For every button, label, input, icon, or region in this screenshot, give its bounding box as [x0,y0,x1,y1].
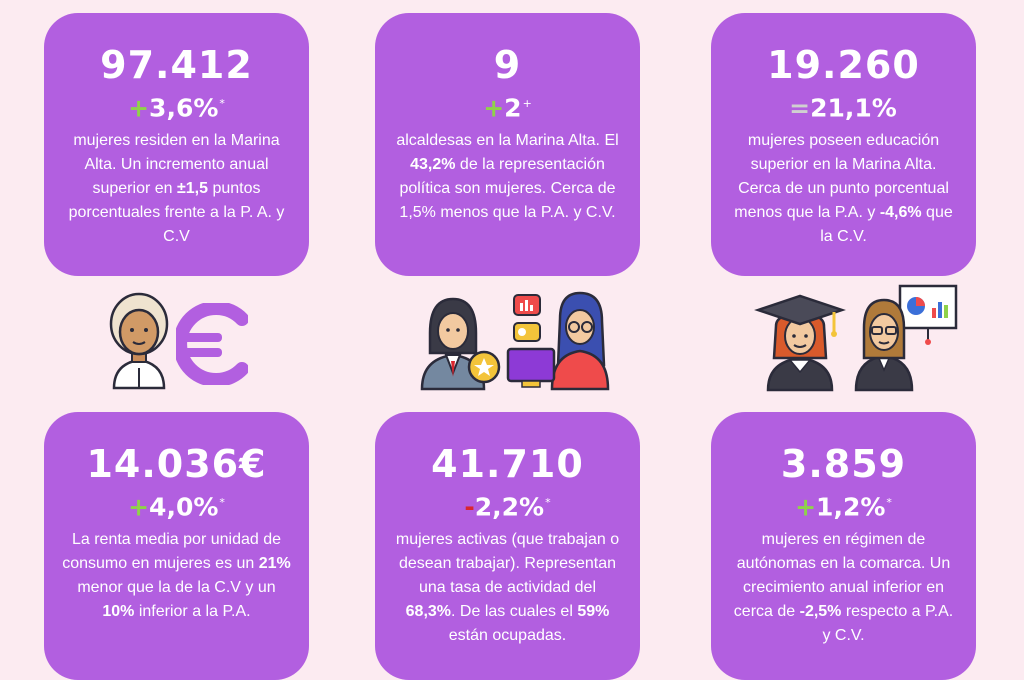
description-text: . De las cuales el [451,603,578,621]
change-sign: + [128,93,150,123]
euro-icon [176,303,248,385]
stat-value: 14.036€ [86,442,267,486]
stat-value: 97.412 [100,43,253,87]
change-note: + [522,97,532,110]
change-sign: = [789,93,811,123]
stat-card-selfemployed: 3.859 +1,2%* mujeres en régimen de autón… [711,412,976,680]
highlight-figure: 59% [577,603,610,621]
change-value: 1,2% [816,492,886,522]
highlight-figure: -4,6% [879,204,922,222]
description-text: La renta media por unidad de consumo en … [62,531,282,573]
stat-value: 41.710 [431,442,584,486]
stat-description: mujeres poseen educación superior en la … [711,129,976,249]
description-text: están ocupadas. [448,627,567,645]
stat-change: +3,6%* [44,89,309,123]
change-sign: + [483,93,505,123]
highlight-figure: 21% [258,555,291,573]
graduate-icon [754,294,846,392]
description-text: mujeres residen en la Marina Alta. Un in… [73,132,280,198]
elderly-woman-icon [109,292,169,390]
stat-card-education: 19.260 =21,1% mujeres poseen educación s… [711,13,976,276]
change-note: * [219,496,225,509]
description-text: mujeres en régimen de autónomas en la co… [733,531,951,621]
stat-description: La renta media por unidad de consumo en … [44,528,309,624]
description-text: que la C.V. [820,204,953,246]
description-text: mujeres activas (que trabajan o desean t… [395,531,620,597]
stat-value: 3.859 [780,442,907,486]
change-sign: + [795,492,817,522]
stat-description: alcaldesas en la Marina Alta. El 43,2% d… [375,129,640,225]
change-note: * [545,496,551,509]
change-value: 3,6% [149,93,219,123]
stat-value: 19.260 [767,43,920,87]
stat-description: mujeres activas (que trabajan o desean t… [375,528,640,648]
change-value: 2 [504,93,522,123]
change-note: * [886,496,892,509]
stat-change: -2,2%* [375,488,640,522]
stat-change: +4,0%* [44,488,309,522]
highlight-figure: 43,2% [410,156,456,174]
change-value: 2,2% [474,492,545,522]
description-text: de la representación política son mujere… [399,156,616,222]
stat-change: +2+ [375,89,640,123]
description-text: puntos porcentuales frente a la P. A. y … [68,180,285,246]
change-sign: - [464,492,475,522]
stat-card-mayors: 9 +2+ alcaldesas en la Marina Alta. El 4… [375,13,640,276]
highlight-figure: -2,5% [799,603,842,621]
stat-card-active: 41.710 -2,2%* mujeres activas (que traba… [375,412,640,680]
highlight-figure: 10% [102,603,135,621]
stat-card-residents: 97.412 +3,6%* mujeres residen en la Mari… [44,13,309,276]
change-note: * [219,97,225,110]
description-text: menor que la de la C.V y un [77,579,276,597]
change-sign: + [128,492,150,522]
stat-change: +1,2%* [711,488,976,522]
woman-at-computer-icon [506,291,610,391]
description-text: respecto a P.A. y C.V. [822,603,954,645]
stat-card-income: 14.036€ +4,0%* La renta media por unidad… [44,412,309,680]
change-value: 21,1% [810,93,897,123]
highlight-figure: 68,3% [405,603,452,621]
stat-change: =21,1% [711,89,976,123]
teacher-icon [854,284,958,392]
stat-description: mujeres en régimen de autónomas en la co… [711,528,976,648]
change-value: 4,0% [149,492,219,522]
highlight-figure: ±1,5 [176,180,209,198]
description-text: alcaldesas en la Marina Alta. El [396,132,619,150]
stat-value: 9 [493,43,522,87]
stat-description: mujeres residen en la Marina Alta. Un in… [44,129,309,249]
description-text: inferior a la P.A. [134,603,251,621]
description-text: mujeres poseen educación superior en la … [734,132,949,222]
businesswoman-icon [420,297,501,391]
